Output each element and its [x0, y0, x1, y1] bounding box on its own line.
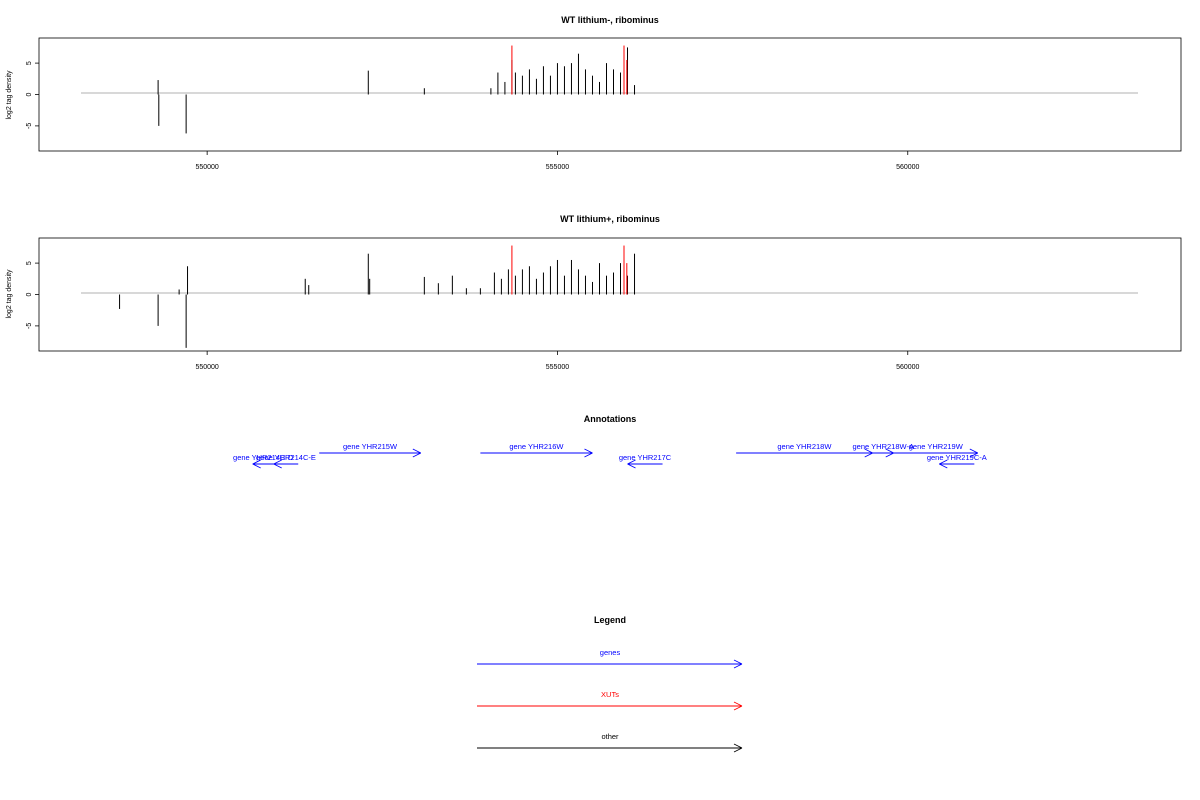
gene-arrow	[252, 459, 274, 469]
panel-1-yaxis: 5 0 -5	[26, 61, 39, 129]
y-tick-label: -5	[26, 123, 33, 129]
panel-2-ylabel: log2 tag density	[6, 269, 13, 319]
panel-2-xaxis: 550000 555000 560000	[195, 351, 920, 371]
gene-arrow	[872, 448, 894, 458]
legend-panel: Legend genes XUTs other	[477, 615, 743, 753]
gene-label: gene YHR219C-A	[927, 453, 987, 462]
panel-2-title: WT lithium+, ribominus	[560, 214, 660, 224]
legend-items: genes XUTs other	[477, 648, 743, 753]
gene-label: gene YHR214C-E	[256, 453, 316, 462]
x-tick-label: 550000	[195, 164, 218, 171]
y-tick-label: 5	[26, 261, 33, 265]
y-tick-label: 5	[26, 61, 33, 65]
legend-arrow	[477, 701, 743, 711]
y-tick-label: -5	[26, 323, 33, 329]
gene-label: gene YHR216W	[509, 442, 564, 451]
gene-arrow	[627, 459, 663, 469]
y-tick-label: 0	[26, 292, 33, 296]
panel-2: WT lithium+, ribominus log2 tag density …	[6, 214, 1182, 371]
gene-arrow	[893, 448, 979, 458]
legend-label: other	[601, 732, 619, 741]
gene-label: gene YHR218W	[777, 442, 832, 451]
legend-arrow	[477, 659, 743, 669]
gene-label: gene YHR219W	[909, 442, 964, 451]
gene-arrow	[273, 459, 299, 469]
panel-2-bars	[119, 245, 636, 348]
panel-1: WT lithium-, ribominus log2 tag density …	[6, 15, 1182, 171]
gene-arrow	[736, 448, 873, 458]
x-tick-label: 555000	[546, 164, 569, 171]
gene-label: gene YHR218W-A	[853, 442, 914, 451]
gene-label: gene YHR217C	[619, 453, 672, 462]
legend-title: Legend	[594, 615, 626, 625]
gene-label: gene YHR215W	[343, 442, 398, 451]
legend-arrow	[477, 743, 743, 753]
panel-1-title: WT lithium-, ribominus	[561, 15, 659, 25]
gene-arrow	[319, 448, 422, 458]
x-tick-label: 555000	[546, 364, 569, 371]
x-tick-label: 560000	[896, 364, 919, 371]
panel-1-bars	[157, 45, 636, 134]
x-tick-label: 560000	[896, 164, 919, 171]
panel-1-frame	[38, 37, 1182, 152]
annotations-title: Annotations	[584, 414, 637, 424]
panel-1-xaxis: 550000 555000 560000	[195, 151, 920, 171]
legend-label: genes	[600, 648, 621, 657]
y-tick-label: 0	[26, 92, 33, 96]
x-tick-label: 550000	[195, 364, 218, 371]
gene-label: gene YHR214C-D	[233, 453, 294, 462]
panel-2-yaxis: 5 0 -5	[26, 261, 39, 329]
legend-label: XUTs	[601, 690, 619, 699]
gene-arrow	[939, 459, 975, 469]
panel-2-frame	[38, 237, 1182, 352]
gene-arrow	[480, 448, 593, 458]
panel-1-ylabel: log2 tag density	[6, 70, 13, 120]
